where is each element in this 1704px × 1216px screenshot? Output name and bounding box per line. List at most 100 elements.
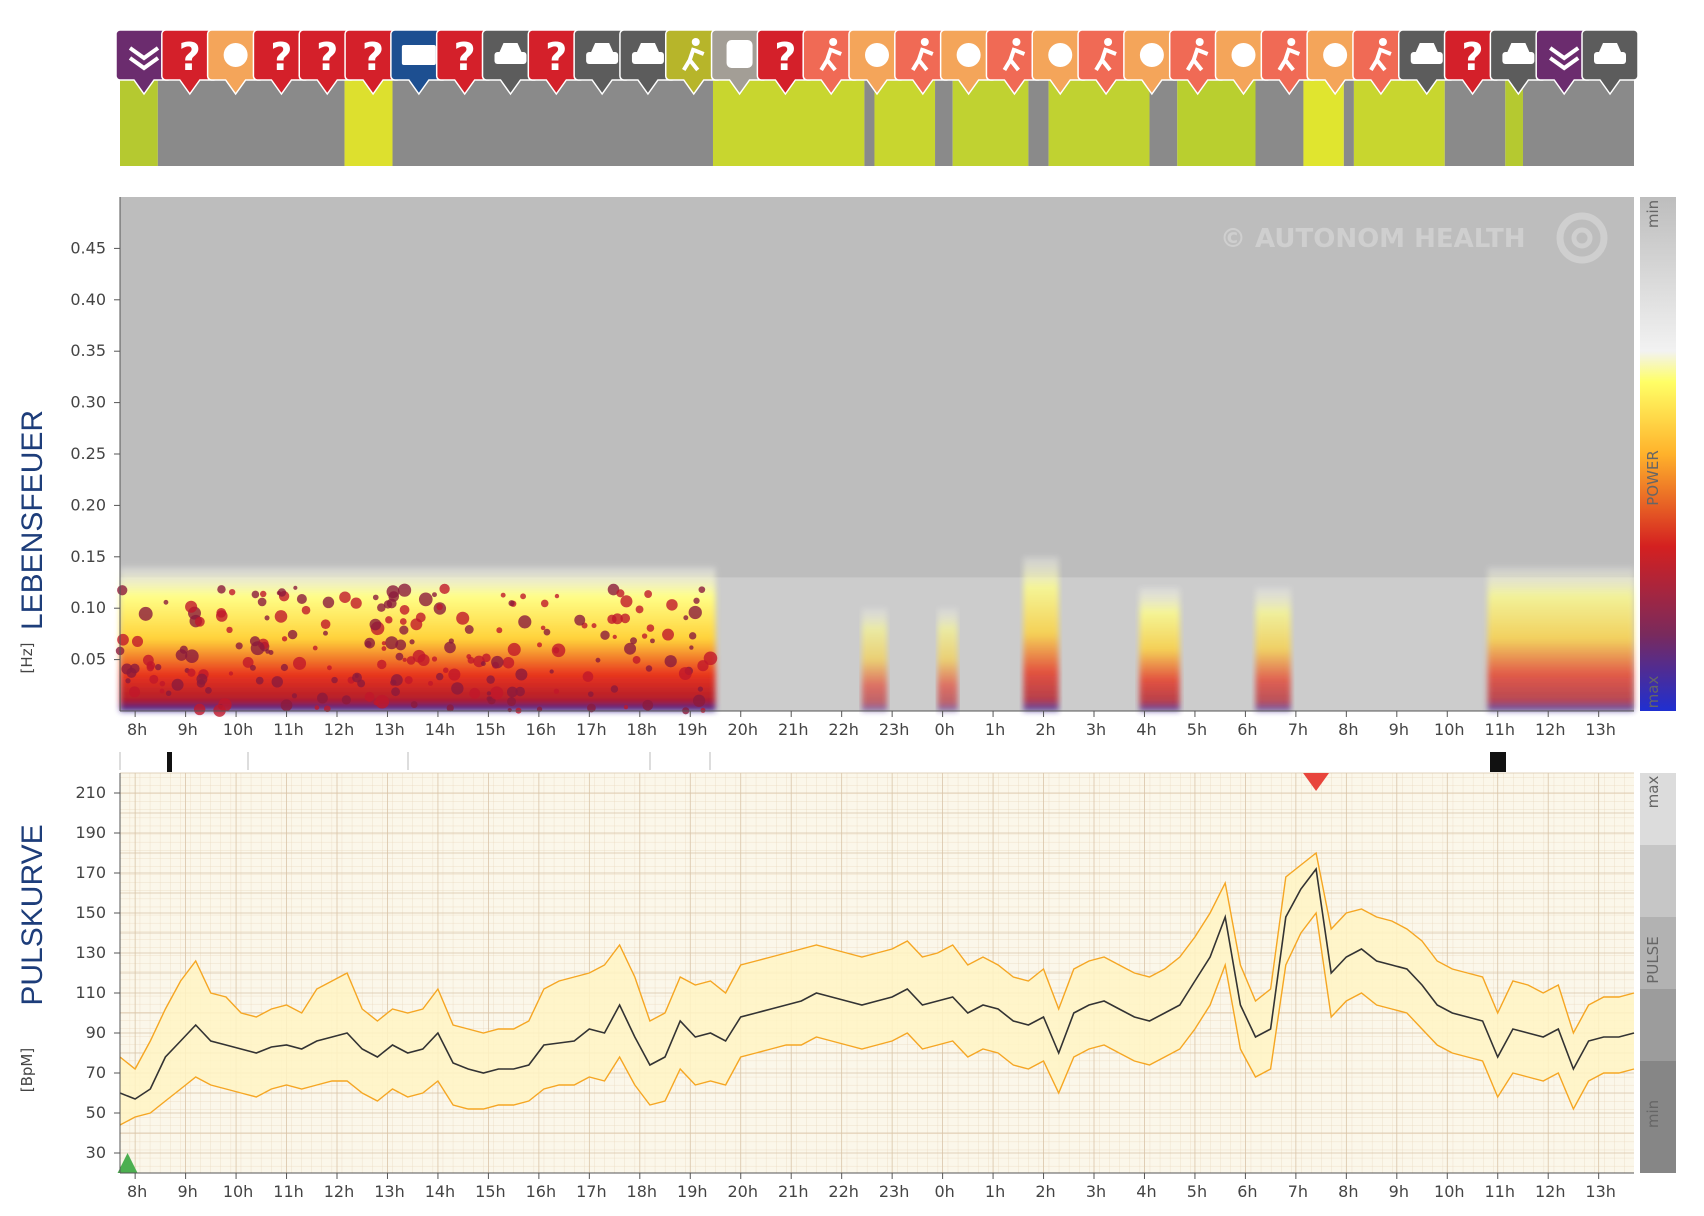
power-spot: [644, 590, 653, 598]
activity-segment-15[interactable]: [1343, 76, 1354, 166]
power-spot: [431, 656, 438, 662]
power-spot: [155, 663, 162, 671]
unknown-icon[interactable]: ?: [161, 29, 219, 96]
sport-icon[interactable]: [985, 29, 1044, 96]
activity-segment-5[interactable]: [864, 76, 875, 166]
power-spot: [255, 676, 264, 685]
car-icon[interactable]: [619, 29, 677, 96]
power-spot: [296, 594, 307, 605]
power-spot: [582, 671, 594, 682]
peak-marker-icon: [1303, 773, 1330, 791]
power-spot: [697, 686, 704, 692]
power-spot: [480, 661, 486, 667]
unknown-icon[interactable]: ?: [435, 29, 494, 96]
power-spot: [228, 588, 236, 596]
power-spot: [703, 651, 718, 666]
pulse-x-tick: 1h: [985, 1182, 1005, 1201]
power-spot: [264, 615, 270, 621]
power-spot: [159, 688, 165, 694]
spectrogram-title: LEBENSFEUER: [16, 410, 49, 630]
car-icon[interactable]: [1398, 29, 1456, 96]
spectrogram-x-tick: 0h: [934, 720, 954, 739]
power-spot: [444, 641, 456, 654]
brand-logo-icon: [1556, 212, 1608, 264]
power-spot: [324, 705, 331, 713]
sleep-icon[interactable]: [1535, 29, 1593, 96]
spectrogram-x-tick: 12h: [1535, 720, 1566, 739]
activity-icon-row[interactable]: ????????: [115, 29, 1639, 96]
power-spot: [301, 605, 311, 615]
activity-segment-13[interactable]: [1255, 76, 1304, 166]
car-icon[interactable]: [1581, 29, 1639, 96]
power-spot: [451, 682, 464, 695]
activity-segment-0[interactable]: [120, 76, 158, 166]
power-spot: [128, 686, 141, 698]
power-spot: [217, 585, 226, 594]
pulse-y-axis: 30 50 70 90 110 130 150 170 190 210: [75, 773, 121, 1173]
activity-segment-10[interactable]: [1048, 76, 1150, 166]
spectrogram-x-tick: 9h: [177, 720, 197, 739]
pulse-y-tick: 50: [86, 1103, 106, 1122]
pulse-x-tick: 10h: [223, 1182, 254, 1201]
meal-icon[interactable]: [206, 29, 265, 96]
pulse-band-area: [120, 853, 1634, 1125]
walk-icon[interactable]: [665, 29, 723, 96]
activity-segment-3[interactable]: [392, 76, 713, 166]
power-spot: [117, 585, 128, 596]
pulse-y-tick: 150: [75, 903, 106, 922]
power-spot: [391, 687, 400, 697]
activity-segment-16[interactable]: [1353, 76, 1445, 166]
activity-segment-2[interactable]: [344, 76, 393, 166]
spectrogram-x-tick: 8h: [1338, 720, 1358, 739]
pulse-x-tick: 2h: [1035, 1182, 1055, 1201]
pulse-x-tick: 13h: [374, 1182, 405, 1201]
power-spot: [381, 646, 387, 651]
bus-icon[interactable]: [710, 29, 769, 96]
power-spot: [399, 618, 407, 625]
sport-icon[interactable]: [1168, 29, 1227, 96]
activity-segment-18[interactable]: [1505, 76, 1523, 166]
power-spot: [464, 625, 474, 634]
activity-segment-7[interactable]: [935, 76, 953, 166]
power-spot: [502, 656, 515, 669]
power-spot: [287, 629, 298, 640]
power-spot: [265, 649, 270, 654]
power-spot: [402, 657, 407, 662]
unknown-icon[interactable]: ?: [756, 29, 815, 96]
unknown-icon[interactable]: ?: [252, 29, 311, 96]
spectrogram-x-tick: 18h: [627, 720, 658, 739]
power-spot: [537, 642, 543, 648]
power-spot: [641, 633, 648, 639]
power-spot: [385, 636, 399, 650]
range-end-handle[interactable]: [1490, 752, 1506, 772]
power-spot: [417, 653, 430, 666]
unknown-icon[interactable]: ?: [1443, 29, 1502, 96]
activity-segment-9[interactable]: [1028, 76, 1049, 166]
power-spot: [129, 663, 140, 674]
power-spot: [381, 641, 386, 646]
spectrogram-y-tick: 0.15: [70, 547, 106, 566]
pulse-x-tick: 5h: [1187, 1182, 1207, 1201]
power-spot: [635, 605, 644, 614]
range-start-handle[interactable]: [167, 752, 172, 772]
power-spot: [149, 674, 159, 684]
power-spot: [642, 699, 654, 711]
keyboard-icon[interactable]: [390, 29, 448, 96]
activity-segment-19[interactable]: [1522, 76, 1634, 166]
power-spot: [486, 691, 492, 696]
power-spot: [645, 665, 653, 672]
power-spot: [664, 655, 677, 668]
meal-icon[interactable]: [939, 29, 998, 96]
spectrogram-y-tick: 0.35: [70, 341, 106, 360]
power-colorbar-label: POWER: [1644, 450, 1662, 506]
time-range-markers[interactable]: [119, 752, 1506, 772]
spectrogram-x-tick: 5h: [1187, 720, 1207, 739]
power-spot: [383, 600, 393, 609]
spectrogram-y-axis: 0.05 0.10 0.15 0.20 0.25 0.30 0.35 0.40 0.45: [70, 197, 121, 711]
power-spot: [630, 637, 637, 645]
power-spot: [175, 649, 188, 661]
pulse-x-axis: 8h 9h 10h 11h 12h 13h 14h 15h 16h 17h 18h 19h 20h 21h…: [120, 1172, 1634, 1201]
svg-text:?: ?: [179, 35, 201, 79]
power-spot: [496, 627, 503, 634]
sport-icon[interactable]: [894, 29, 952, 96]
